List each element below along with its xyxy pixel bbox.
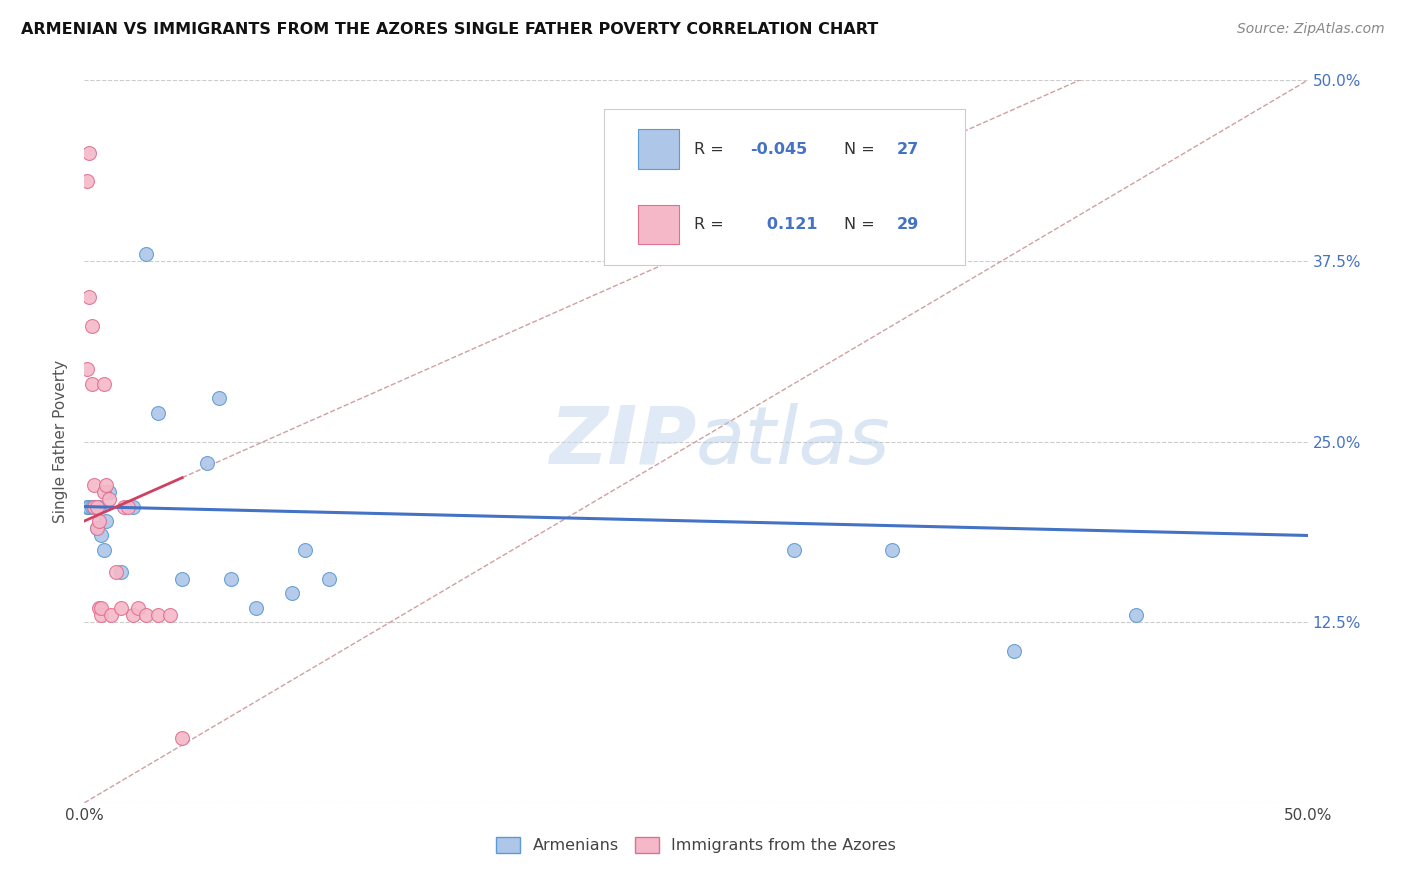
Text: ARMENIAN VS IMMIGRANTS FROM THE AZORES SINGLE FATHER POVERTY CORRELATION CHART: ARMENIAN VS IMMIGRANTS FROM THE AZORES S… — [21, 22, 879, 37]
Point — [80, 500, 103, 514]
Point — [83, 478, 105, 492]
Text: Source: ZipAtlas.com: Source: ZipAtlas.com — [1237, 22, 1385, 37]
Point — [86, 500, 108, 514]
Text: ZIP: ZIP — [548, 402, 696, 481]
Point — [97, 492, 120, 507]
Point — [112, 500, 135, 514]
Text: R =: R = — [693, 142, 728, 157]
Point — [96, 514, 118, 528]
Bar — [638, 129, 679, 169]
Point — [93, 542, 115, 557]
Text: N =: N = — [844, 217, 880, 232]
Text: -0.045: -0.045 — [749, 142, 807, 157]
Point — [219, 572, 242, 586]
Point — [294, 542, 316, 557]
Point — [77, 500, 100, 514]
Point — [86, 521, 108, 535]
Text: 29: 29 — [897, 217, 920, 232]
Point — [122, 500, 145, 514]
Point — [97, 485, 120, 500]
Legend: Armenians, Immigrants from the Azores: Armenians, Immigrants from the Azores — [489, 831, 903, 860]
Point — [146, 607, 169, 622]
Y-axis label: Single Father Poverty: Single Father Poverty — [53, 360, 69, 523]
Point — [135, 246, 157, 260]
Point — [172, 572, 194, 586]
Point — [80, 376, 103, 391]
Point — [90, 600, 112, 615]
Point — [281, 586, 304, 600]
Point — [195, 456, 218, 470]
Point — [159, 607, 181, 622]
Point — [87, 600, 110, 615]
Point — [76, 500, 98, 514]
Text: N =: N = — [844, 142, 880, 157]
Point — [76, 174, 98, 188]
Point — [172, 731, 194, 745]
Point — [122, 607, 145, 622]
Point — [87, 500, 110, 514]
Point — [87, 514, 110, 528]
Point — [110, 565, 132, 579]
Point — [93, 485, 115, 500]
Point — [77, 145, 100, 160]
Point — [880, 542, 903, 557]
Point — [110, 600, 132, 615]
Point — [105, 565, 128, 579]
Point — [90, 607, 112, 622]
Text: 27: 27 — [897, 142, 920, 157]
Point — [127, 600, 149, 615]
Point — [318, 572, 340, 586]
Point — [77, 290, 100, 304]
Point — [117, 500, 139, 514]
Point — [90, 528, 112, 542]
Point — [80, 318, 103, 333]
Text: 0.121: 0.121 — [749, 217, 817, 232]
Point — [208, 391, 231, 405]
Bar — [638, 204, 679, 244]
Point — [86, 500, 108, 514]
Point — [1125, 607, 1147, 622]
Point — [76, 362, 98, 376]
Point — [83, 500, 105, 514]
Point — [96, 478, 118, 492]
Point — [93, 376, 115, 391]
Point — [83, 500, 105, 514]
Point — [1002, 644, 1025, 658]
Text: atlas: atlas — [696, 402, 891, 481]
Point — [135, 607, 157, 622]
Point — [100, 607, 122, 622]
Point — [146, 406, 169, 420]
Point — [783, 542, 806, 557]
Text: R =: R = — [693, 217, 728, 232]
FancyBboxPatch shape — [605, 109, 965, 265]
Point — [245, 600, 267, 615]
Point — [86, 521, 108, 535]
